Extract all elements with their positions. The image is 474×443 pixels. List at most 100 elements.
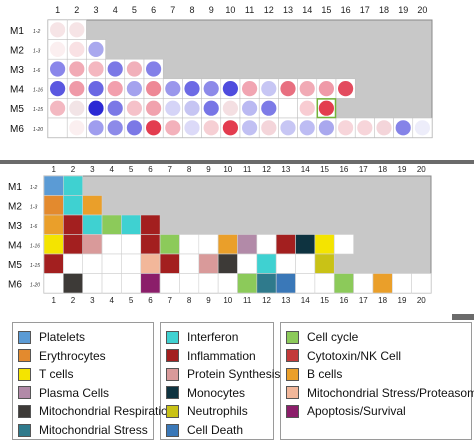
bottom-cell (391, 273, 412, 294)
top-row-label: M5 (10, 104, 24, 115)
legend-swatch (18, 367, 31, 381)
top-column-label: 10 (225, 5, 235, 15)
top-module-grid-panel: 1 2 3 4 5 6 7 8 9 10 11 12 13 14 15 16 17 18 19 20 M1 1-2 M2 1-… (0, 0, 474, 160)
top-column-label: 19 (398, 5, 408, 15)
top-cell-bubble (126, 61, 142, 77)
bottom-column-label-top: 14 (301, 165, 310, 174)
legend-label: Plasma Cells (39, 385, 110, 400)
bottom-cell (121, 273, 142, 294)
top-cell-bubble (88, 61, 104, 77)
legend-swatch (166, 423, 179, 437)
top-column-label: 1 (55, 5, 60, 15)
top-column-label: 18 (379, 5, 389, 15)
bottom-cell (101, 273, 122, 294)
top-cell-bubble (50, 100, 66, 116)
top-column-label: 7 (170, 5, 175, 15)
top-cell-bubble (318, 100, 334, 116)
top-cell-bubble (299, 81, 315, 97)
legend-label: Mitochondrial Stress/Proteasome (307, 385, 474, 400)
legend-item-celldeath: Cell Death (166, 423, 243, 437)
bottom-cell (314, 253, 335, 274)
legend-item-apoptosis: Apoptosis/Survival (286, 404, 406, 418)
bottom-cell (121, 234, 142, 255)
top-cell-bubble (126, 81, 142, 97)
top-column-label: 9 (209, 5, 214, 15)
legend-label: Monocytes (187, 385, 246, 400)
bottom-column-label-top: 7 (168, 165, 173, 174)
legend-swatch (166, 330, 179, 344)
legend-swatch (286, 386, 299, 400)
top-cell-bubble (69, 61, 85, 77)
bottom-cell (353, 273, 374, 294)
bottom-cell (217, 234, 238, 255)
legend-label: Platelets (39, 330, 86, 344)
bottom-column-label-bottom: 8 (187, 296, 192, 305)
bottom-column-label-bottom: 14 (301, 296, 310, 305)
legend-item-platelets: Platelets (18, 330, 85, 344)
bottom-row-label: M5 (8, 260, 22, 271)
top-cell-bubble (222, 81, 238, 97)
top-cell-bubble (318, 81, 334, 97)
bottom-module-grid-panel: 1 1 2 2 3 3 4 4 5 5 6 6 7 7 8 8 9 9 10 10 11 11 12 12 13 13 14 14 15… (0, 164, 474, 314)
bottom-column-label-bottom: 7 (168, 296, 173, 305)
legend-item-erythrocytes: Erythrocytes (18, 349, 106, 363)
legend-label: Cell Death (187, 423, 244, 437)
legend-item-plasma: Plasma Cells (18, 386, 109, 400)
bottom-column-label-bottom: 11 (243, 296, 252, 305)
bottom-cell (43, 214, 64, 235)
top-row-range: 1-6 (33, 68, 40, 74)
top-cell-bubble (69, 41, 85, 58)
top-column-label: 6 (151, 5, 156, 15)
bottom-column-label-top: 13 (281, 165, 290, 174)
bottom-cell (159, 253, 180, 274)
bottom-cell (237, 234, 258, 255)
top-cell-bubble (242, 81, 258, 97)
bottom-column-label-bottom: 6 (148, 296, 153, 305)
top-cell-bubble (203, 81, 219, 97)
bottom-column-label-top: 18 (378, 165, 387, 174)
legend-swatch (18, 386, 31, 400)
top-cell-bubble (338, 120, 354, 136)
top-cell-bubble (50, 120, 66, 136)
bottom-cell (140, 253, 161, 274)
bottom-cell (237, 253, 258, 274)
bottom-column-label-top: 9 (206, 165, 211, 174)
legend-column-3 (280, 322, 472, 440)
bottom-cell (237, 273, 258, 294)
top-cell-bubble (318, 120, 334, 136)
top-cell-bubble (107, 81, 123, 97)
bottom-cell (43, 175, 64, 196)
top-cell-bubble (338, 81, 354, 97)
bottom-column-label-bottom: 5 (129, 296, 134, 305)
bottom-cell (314, 273, 335, 294)
top-row-label: M1 (10, 26, 24, 37)
bottom-cell (179, 273, 200, 294)
bottom-column-label-bottom: 16 (339, 296, 348, 305)
top-column-label: 14 (302, 5, 312, 15)
bottom-column-label-bottom: 1 (51, 296, 56, 305)
top-column-label: 16 (341, 5, 351, 15)
bottom-cell (198, 273, 219, 294)
bottom-row-range: 1-16 (30, 243, 40, 249)
legend-item-bcells: B cells (286, 367, 342, 381)
bottom-row-range: 1-20 (30, 282, 40, 288)
bottom-cell (372, 273, 393, 294)
top-row-range: 1-20 (33, 127, 43, 133)
legend-item-cytotoxin: Cytotoxin/NK Cell (286, 349, 401, 363)
top-column-label: 17 (360, 5, 370, 15)
bottom-cell (295, 273, 316, 294)
bottom-column-label-bottom: 13 (281, 296, 290, 305)
top-cell-bubble (280, 81, 296, 97)
top-column-label: 13 (283, 5, 293, 15)
bottom-column-label-bottom: 18 (378, 296, 387, 305)
top-cell-bubble (50, 22, 66, 38)
bottom-cell (63, 175, 83, 196)
top-cell-bubble (261, 120, 277, 136)
top-cell-bubble (414, 120, 430, 136)
bottom-column-label-top: 2 (71, 165, 76, 174)
legend-swatch (18, 330, 31, 344)
bottom-row-label: M3 (8, 221, 22, 232)
legend-item-inflammation: Inflammation (166, 349, 256, 363)
bottom-cell (275, 273, 296, 294)
bottom-column-label-top: 4 (109, 165, 114, 174)
